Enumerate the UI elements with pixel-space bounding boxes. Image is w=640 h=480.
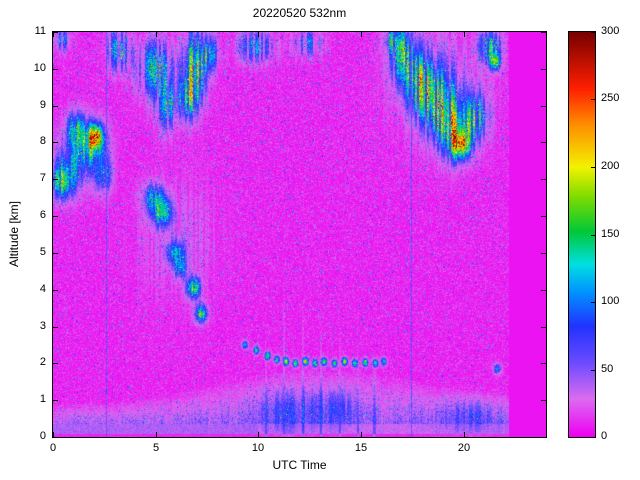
x-tick-label: 20 <box>457 442 471 454</box>
colorbar-tick-label: 150 <box>601 228 620 240</box>
colorbar-tick-label: 300 <box>601 25 620 37</box>
y-tick-label: 8 <box>39 135 46 147</box>
y-tick-mark <box>541 437 546 438</box>
y-tick-label: 5 <box>39 246 46 258</box>
plot-area <box>52 31 547 438</box>
y-tick-label: 0 <box>39 430 46 442</box>
y-tick-label: 6 <box>39 209 46 221</box>
colorbar-tick-label: 100 <box>601 295 620 307</box>
colorbar-tick-mark <box>591 437 595 438</box>
y-tick-label: 1 <box>39 393 46 405</box>
colorbar-tick-label: 50 <box>601 363 614 375</box>
colorbar-tick-label: 0 <box>601 430 608 442</box>
y-tick-label: 10 <box>33 62 46 74</box>
colorbar-canvas <box>569 32 595 437</box>
colorbar-tick-label: 200 <box>601 160 620 172</box>
y-tick-label: 7 <box>39 172 46 184</box>
colorbar-tick-label: 250 <box>601 92 620 104</box>
chart-title: 20220520 532nm <box>252 6 347 20</box>
x-axis-title: UTC Time <box>272 458 327 472</box>
y-axis-title: Altitude [km] <box>7 200 21 268</box>
y-tick-label: 4 <box>39 283 46 295</box>
x-tick-label: 0 <box>49 442 57 454</box>
heatmap-canvas <box>53 32 546 437</box>
x-tick-label: 5 <box>152 442 160 454</box>
x-tick-label: 15 <box>354 442 368 454</box>
colorbar <box>568 31 596 438</box>
y-tick-label: 11 <box>34 25 46 37</box>
y-tick-label: 3 <box>39 320 46 332</box>
y-tick-mark <box>53 437 58 438</box>
y-tick-label: 2 <box>39 356 46 368</box>
x-tick-label: 10 <box>251 442 265 454</box>
y-tick-label: 9 <box>39 99 46 111</box>
